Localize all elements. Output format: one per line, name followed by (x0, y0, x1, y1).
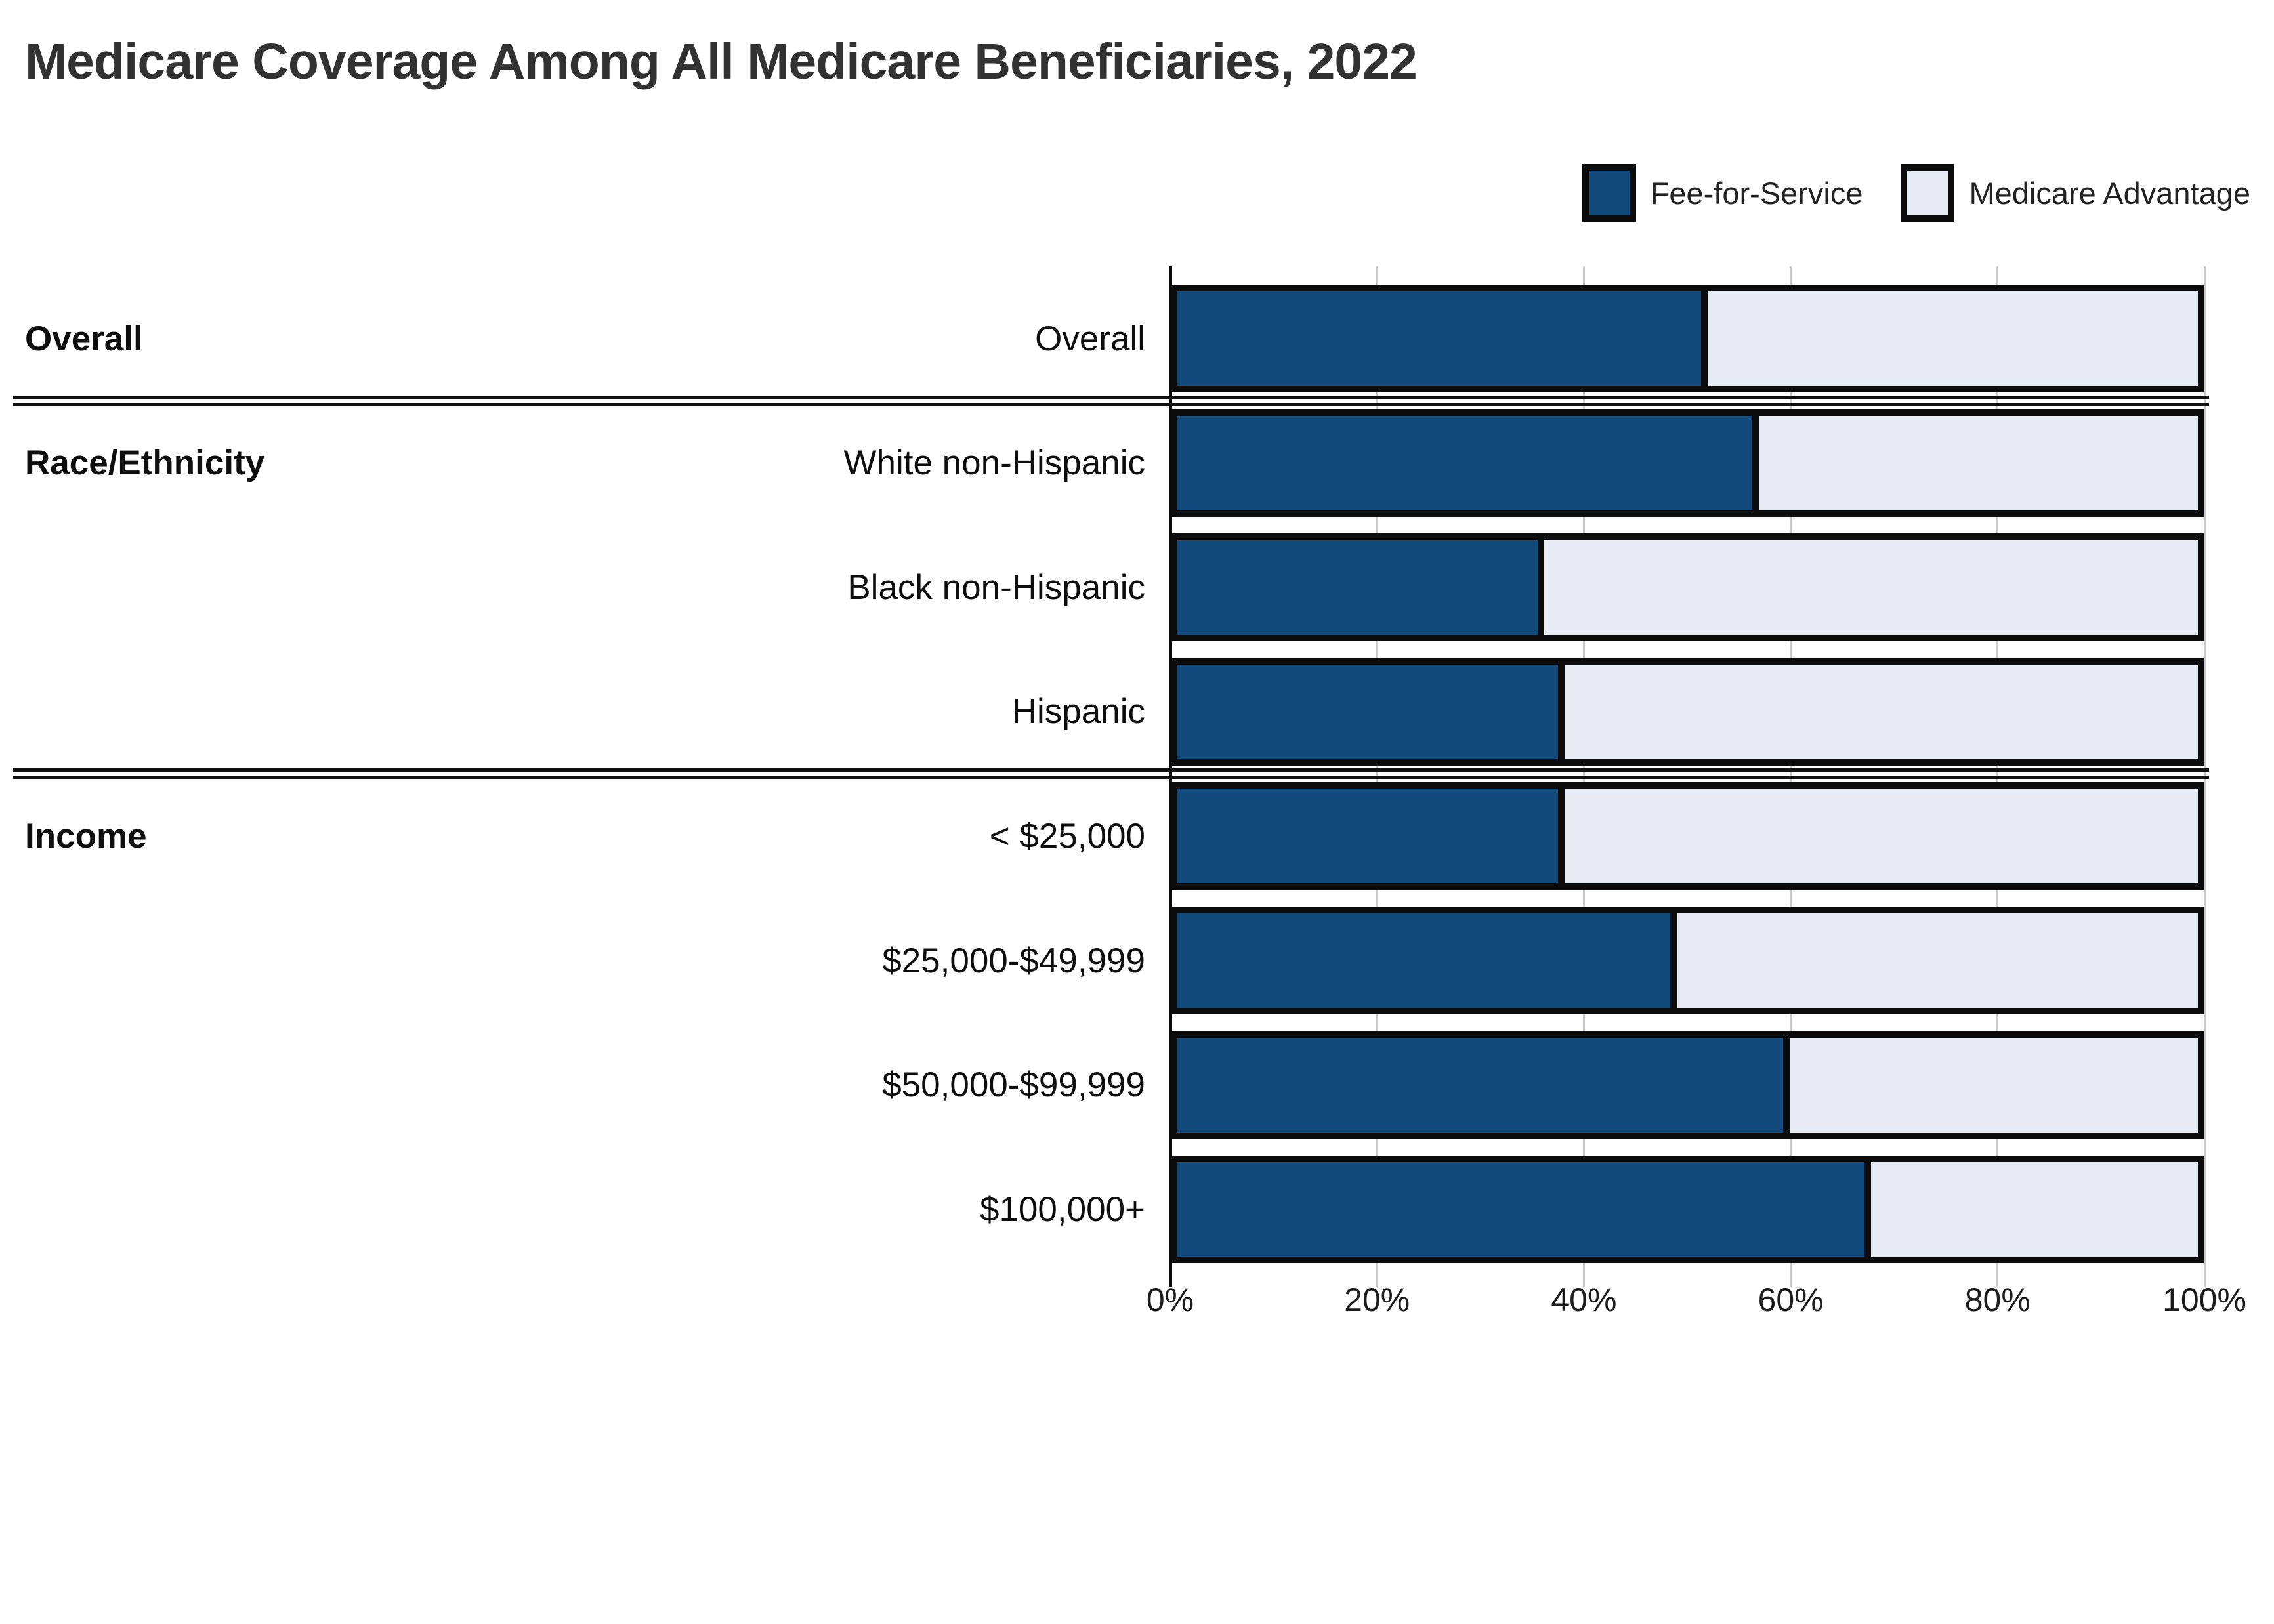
legend-item-fee-for-service: Fee-for-Service (1582, 164, 1863, 222)
medicare-advantage-segment (1565, 789, 2198, 884)
medicare-advantage-segment (1758, 415, 2198, 510)
chart-legend: Fee-for-Service Medicare Advantage (1582, 164, 2250, 222)
group-label-overall: Overall (25, 319, 143, 358)
medicare-advantage-segment (1677, 913, 2198, 1008)
fee-for-service-segment (1177, 664, 1565, 759)
legend-item-medicare-advantage: Medicare Advantage (1901, 164, 2250, 222)
group-separator (13, 768, 2209, 780)
row-label-hispanic: Hispanic (1011, 692, 1145, 732)
bar-overall (1170, 285, 2204, 392)
medicare-advantage-segment (1565, 664, 2198, 759)
row-label-white-non-hispanic: White non-Hispanic (843, 444, 1145, 483)
row-label-50-000-99-999: $50,000-$99,999 (882, 1066, 1145, 1105)
row-label-black-non-hispanic: Black non-Hispanic (847, 568, 1145, 607)
x-tick-label-20: 20% (1344, 1281, 1410, 1318)
x-tick-label-0: 0% (1146, 1281, 1194, 1318)
bar-25-000 (1170, 782, 2204, 890)
fee-for-service-segment (1177, 415, 1759, 510)
fee-for-service-segment (1177, 291, 1708, 386)
group-label-race-ethnicity: Race/Ethnicity (25, 444, 265, 483)
x-tick-label-80: 80% (1964, 1281, 2031, 1318)
group-label-income: Income (25, 816, 147, 856)
group-separator (13, 395, 2209, 406)
medicare-advantage-segment (1871, 1162, 2198, 1257)
row-label-100-000: $100,000+ (979, 1190, 1145, 1229)
medicare-advantage-segment (1544, 540, 2198, 635)
row-label-25-000-49-999: $25,000-$49,999 (882, 941, 1145, 980)
medicare-advantage-segment (1708, 291, 2198, 386)
x-tick-label-60: 60% (1758, 1281, 1824, 1318)
fee-for-service-segment (1177, 789, 1565, 884)
bar-hispanic (1170, 657, 2204, 766)
medicare-advantage-segment (1789, 1037, 2198, 1133)
legend-label-fee-for-service: Fee-for-Service (1650, 175, 1863, 211)
fee-for-service-segment (1177, 1037, 1790, 1133)
bar-25-000-49-999 (1170, 907, 2204, 1014)
fee-for-service-segment (1177, 540, 1545, 635)
legend-swatch-medicare-advantage (1901, 164, 1955, 222)
bar-50-000-99-999 (1170, 1031, 2204, 1139)
legend-label-medicare-advantage: Medicare Advantage (1969, 175, 2250, 211)
row-label-25-000: < $25,000 (989, 816, 1145, 856)
fee-for-service-segment (1177, 913, 1677, 1008)
row-label-overall: Overall (1035, 319, 1145, 358)
bar-100-000 (1170, 1156, 2204, 1264)
bar-black-non-hispanic (1170, 533, 2204, 642)
bar-white-non-hispanic (1170, 409, 2204, 517)
chart-title: Medicare Coverage Among All Medicare Ben… (25, 33, 1418, 90)
x-tick-label-40: 40% (1551, 1281, 1617, 1318)
x-tick-label-100: 100% (2162, 1281, 2246, 1318)
fee-for-service-segment (1177, 1162, 1872, 1257)
legend-swatch-fee-for-service (1582, 164, 1636, 222)
